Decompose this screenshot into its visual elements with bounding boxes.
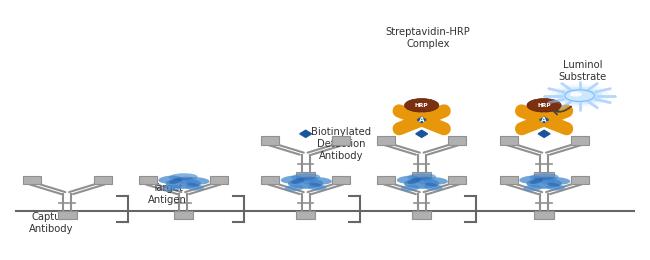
FancyBboxPatch shape <box>377 176 395 184</box>
FancyBboxPatch shape <box>448 136 466 145</box>
FancyBboxPatch shape <box>412 172 432 179</box>
Ellipse shape <box>285 185 304 191</box>
Ellipse shape <box>185 177 209 185</box>
Text: A: A <box>419 117 424 123</box>
Ellipse shape <box>169 173 198 181</box>
Circle shape <box>527 99 561 112</box>
Ellipse shape <box>159 176 182 184</box>
Circle shape <box>530 114 558 125</box>
Text: Luminol
Substrate: Luminol Substrate <box>558 60 607 82</box>
Ellipse shape <box>187 183 200 187</box>
Text: Biotinylated
Detection
Antibody: Biotinylated Detection Antibody <box>311 127 371 160</box>
Text: Streptavidin-HRP
Complex: Streptavidin-HRP Complex <box>385 27 471 49</box>
Ellipse shape <box>396 176 421 184</box>
FancyBboxPatch shape <box>261 136 280 145</box>
Ellipse shape <box>519 176 543 184</box>
Polygon shape <box>300 130 311 137</box>
Text: HRP: HRP <box>415 103 428 108</box>
FancyArrowPatch shape <box>554 107 571 115</box>
FancyBboxPatch shape <box>571 136 589 145</box>
Ellipse shape <box>180 180 193 185</box>
FancyBboxPatch shape <box>210 176 228 184</box>
FancyBboxPatch shape <box>377 136 395 145</box>
Ellipse shape <box>547 183 560 187</box>
Polygon shape <box>538 130 550 137</box>
FancyBboxPatch shape <box>94 176 112 184</box>
Circle shape <box>556 87 603 105</box>
Ellipse shape <box>308 177 332 185</box>
FancyBboxPatch shape <box>332 136 350 145</box>
Ellipse shape <box>424 177 448 185</box>
Ellipse shape <box>166 178 201 189</box>
Circle shape <box>404 99 439 112</box>
Ellipse shape <box>424 184 443 191</box>
Ellipse shape <box>291 173 320 181</box>
Ellipse shape <box>302 180 315 185</box>
Text: Capture
Antibody: Capture Antibody <box>29 212 73 234</box>
Ellipse shape <box>425 183 437 187</box>
Ellipse shape <box>407 173 436 181</box>
FancyBboxPatch shape <box>23 176 41 184</box>
Ellipse shape <box>412 177 431 180</box>
Ellipse shape <box>296 177 315 180</box>
Ellipse shape <box>547 184 565 191</box>
Ellipse shape <box>281 176 305 184</box>
Text: Target
Antigen: Target Antigen <box>148 184 187 205</box>
Circle shape <box>561 88 598 103</box>
FancyBboxPatch shape <box>332 176 350 184</box>
Circle shape <box>550 84 609 107</box>
Ellipse shape <box>419 180 432 185</box>
FancyBboxPatch shape <box>174 211 193 219</box>
FancyBboxPatch shape <box>412 211 432 219</box>
FancyBboxPatch shape <box>534 172 554 179</box>
Ellipse shape <box>534 177 554 180</box>
Circle shape <box>565 90 594 101</box>
Ellipse shape <box>530 173 558 181</box>
FancyBboxPatch shape <box>58 211 77 219</box>
Ellipse shape <box>291 179 305 184</box>
FancyBboxPatch shape <box>296 172 315 179</box>
FancyBboxPatch shape <box>138 176 157 184</box>
Ellipse shape <box>401 185 419 191</box>
Ellipse shape <box>523 185 542 191</box>
Ellipse shape <box>530 179 543 184</box>
Polygon shape <box>417 117 426 122</box>
FancyBboxPatch shape <box>500 136 517 145</box>
FancyBboxPatch shape <box>296 211 315 219</box>
Ellipse shape <box>546 177 570 185</box>
Ellipse shape <box>526 178 562 189</box>
FancyBboxPatch shape <box>500 176 517 184</box>
Circle shape <box>570 92 582 97</box>
Ellipse shape <box>308 184 326 191</box>
Polygon shape <box>540 117 549 122</box>
Ellipse shape <box>162 185 181 191</box>
FancyBboxPatch shape <box>448 176 466 184</box>
Text: HRP: HRP <box>538 103 551 108</box>
Ellipse shape <box>288 178 324 189</box>
Polygon shape <box>416 130 428 137</box>
FancyBboxPatch shape <box>534 211 554 219</box>
Ellipse shape <box>174 177 193 180</box>
FancyBboxPatch shape <box>261 176 280 184</box>
Ellipse shape <box>169 179 182 184</box>
Ellipse shape <box>404 178 439 189</box>
Ellipse shape <box>309 183 322 187</box>
Circle shape <box>408 114 435 125</box>
Text: A: A <box>541 117 547 123</box>
Ellipse shape <box>185 184 204 191</box>
Ellipse shape <box>541 180 554 185</box>
FancyBboxPatch shape <box>571 176 589 184</box>
Ellipse shape <box>408 179 421 184</box>
